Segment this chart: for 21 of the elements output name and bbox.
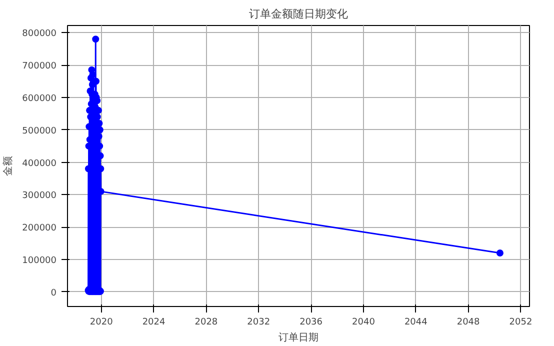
x-tick-label: 2048 xyxy=(456,318,480,328)
x-tick-label: 2024 xyxy=(142,318,166,328)
y-tick-label: 500000 xyxy=(22,126,57,136)
y-tick-label: 200000 xyxy=(22,224,57,234)
y-tick-label: 600000 xyxy=(22,94,57,104)
y-axis-title: 金额 xyxy=(2,156,14,176)
x-tick-label: 2040 xyxy=(352,318,376,328)
y-tick-label: 100000 xyxy=(22,256,57,266)
x-tick-label: 2052 xyxy=(509,318,532,328)
x-tick-label: 2020 xyxy=(90,318,114,328)
y-tick-label: 800000 xyxy=(22,29,57,40)
y-tick-label: 700000 xyxy=(22,62,57,72)
y-tick-label: 400000 xyxy=(22,158,57,169)
x-tick-label: 2032 xyxy=(247,318,270,328)
y-tick-label: 0 xyxy=(50,288,57,298)
x-tick-label: 2044 xyxy=(404,318,428,328)
x-tick-label: 2036 xyxy=(300,318,323,328)
y-tick-label: 300000 xyxy=(22,191,57,202)
x-tick-label: 2028 xyxy=(194,318,218,328)
x-axis-title: 订单日期 xyxy=(278,332,318,344)
chart-title: 订单金额随日期变化 xyxy=(249,8,348,20)
